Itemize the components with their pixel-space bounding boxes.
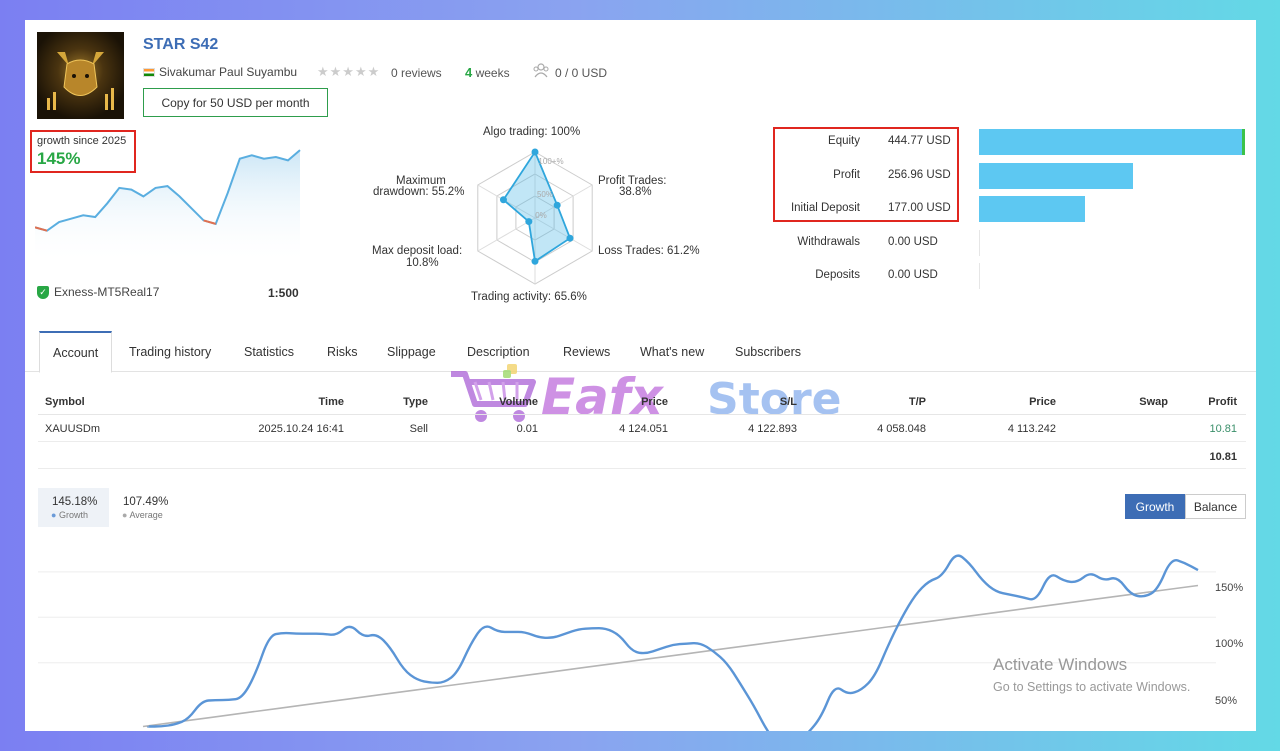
signal-title[interactable]: STAR S42 [143, 36, 218, 54]
weeks-unit: weeks [476, 66, 510, 80]
fin-bar-1 [979, 163, 1133, 189]
td-5: 4 122.893 [687, 423, 797, 435]
subscribers-icon [533, 62, 549, 78]
fin-value-3: 0.00 USD [888, 236, 938, 248]
mini-growth-chart [35, 145, 305, 270]
tab-trading-history[interactable]: Trading history [129, 331, 211, 359]
leverage: 1:500 [268, 286, 299, 300]
td-4: 4 124.051 [558, 423, 668, 435]
legend-average-value: 107.49% [123, 496, 168, 508]
weeks-number: 4 [465, 65, 472, 80]
signal-logo [37, 32, 124, 119]
fin-bar-4 [979, 263, 980, 289]
table-row-divider [38, 441, 1246, 442]
legend-average-name[interactable]: ● Average [122, 510, 163, 520]
table-header-divider [38, 414, 1246, 415]
tab-risks[interactable]: Risks [327, 331, 358, 359]
growth-chart [38, 540, 1216, 731]
radar-drawdown-label-2: drawdown: 55.2% [373, 186, 464, 198]
tab-description[interactable]: Description [467, 331, 530, 359]
td-3: 0.01 [428, 423, 538, 435]
india-flag-icon [143, 68, 155, 77]
radar-point-2 [566, 235, 573, 242]
rating-stars-icon: ★★★★★ [317, 64, 380, 80]
fin-label-0: Equity [730, 135, 860, 147]
th-type-2: Type [348, 396, 428, 408]
legend-growth-name: ● Growth [51, 510, 88, 520]
radar-ring_50: 50% [537, 190, 553, 199]
fin-value-2: 177.00 USD [888, 202, 951, 214]
fin-value-0: 444.77 USD [888, 135, 951, 147]
radar-load-label-1: Max deposit load: [372, 245, 462, 257]
copy-subscribe-button[interactable]: Copy for 50 USD per month [143, 88, 328, 117]
y-tick-100: 100% [1215, 638, 1243, 650]
radar-point-0 [532, 149, 539, 156]
tab-subscribers[interactable]: Subscribers [735, 331, 801, 359]
tab-slippage[interactable]: Slippage [387, 331, 436, 359]
growth-toggle-button[interactable]: Growth [1125, 494, 1185, 519]
fin-label-2: Initial Deposit [730, 202, 860, 214]
signal-page: STAR S42 Sivakumar Paul Suyambu ★★★★★ 0 … [25, 20, 1256, 731]
fin-value-4: 0.00 USD [888, 269, 938, 281]
td-9: 10.81 [1127, 423, 1237, 435]
radar-ring_0: 0% [535, 211, 547, 220]
radar-ring_100: 100+% [538, 157, 563, 166]
radar-point-5 [500, 196, 507, 203]
th-s-l-5: S/L [717, 396, 797, 408]
mini-chart-area [35, 150, 300, 265]
radar-chart: 100+% 50% 0% [465, 138, 605, 298]
radar-point-4 [525, 218, 532, 225]
activate-windows-title: Activate Windows [993, 655, 1127, 675]
fin-bar-3 [979, 230, 980, 256]
th-price-7: Price [976, 396, 1056, 408]
td-6: 4 058.048 [816, 423, 926, 435]
th-time-1: Time [264, 396, 344, 408]
fin-value-1: 256.96 USD [888, 169, 951, 181]
balance-toggle-button[interactable]: Balance [1185, 494, 1246, 519]
legend-growth-value: 145.18% [52, 496, 97, 508]
th-t-p-6: T/P [846, 396, 926, 408]
fin-bar-0 [979, 129, 1245, 155]
td-0[interactable]: XAUUSDm [45, 423, 100, 435]
tab-reviews[interactable]: Reviews [563, 331, 610, 359]
fin-label-1: Profit [730, 169, 860, 181]
tab-what-s-new[interactable]: What's new [640, 331, 704, 359]
broker-name[interactable]: Exness-MT5Real17 [54, 285, 159, 299]
y-tick-50: 50% [1215, 695, 1237, 707]
th-volume-3: Volume [458, 396, 538, 408]
author-name[interactable]: Sivakumar Paul Suyambu [159, 65, 297, 79]
reviews-count[interactable]: 0 reviews [391, 66, 442, 80]
radar-point-1 [554, 202, 561, 209]
radar-loss-label: Loss Trades: 61.2% [598, 245, 700, 257]
radar-activity-label: Trading activity: 65.6% [471, 291, 587, 303]
th-swap-8: Swap [1088, 396, 1168, 408]
tab-statistics[interactable]: Statistics [244, 331, 294, 359]
td-2: Sell [318, 423, 428, 435]
subscribers-value: 0 / 0 USD [555, 66, 607, 80]
fin-bar-2 [979, 196, 1085, 222]
activate-windows-subtitle: Go to Settings to activate Windows. [993, 680, 1190, 694]
radar-algo-label: Algo trading: 100% [483, 126, 580, 138]
table-total: 10.81 [1157, 451, 1237, 463]
td-7: 4 113.242 [946, 423, 1056, 435]
th-profit-9: Profit [1157, 396, 1237, 408]
fin-label-4: Deposits [730, 269, 860, 281]
table-total-divider [38, 468, 1246, 469]
fin-label-3: Withdrawals [730, 236, 860, 248]
broker-server[interactable]: ✓ Exness-MT5Real17 [37, 285, 159, 299]
radar-point-3 [532, 258, 539, 265]
author[interactable]: Sivakumar Paul Suyambu [143, 65, 297, 79]
th-symbol-0: Symbol [45, 396, 85, 408]
radar-profit-label-2: 38.8% [619, 186, 652, 198]
radar-load-label-2: 10.8% [406, 257, 439, 269]
th-price-4: Price [588, 396, 668, 408]
verified-shield-icon: ✓ [37, 286, 49, 299]
signal-age: 4 weeks [465, 65, 510, 80]
y-tick-150: 150% [1215, 582, 1243, 594]
tab-account[interactable]: Account [39, 331, 112, 373]
